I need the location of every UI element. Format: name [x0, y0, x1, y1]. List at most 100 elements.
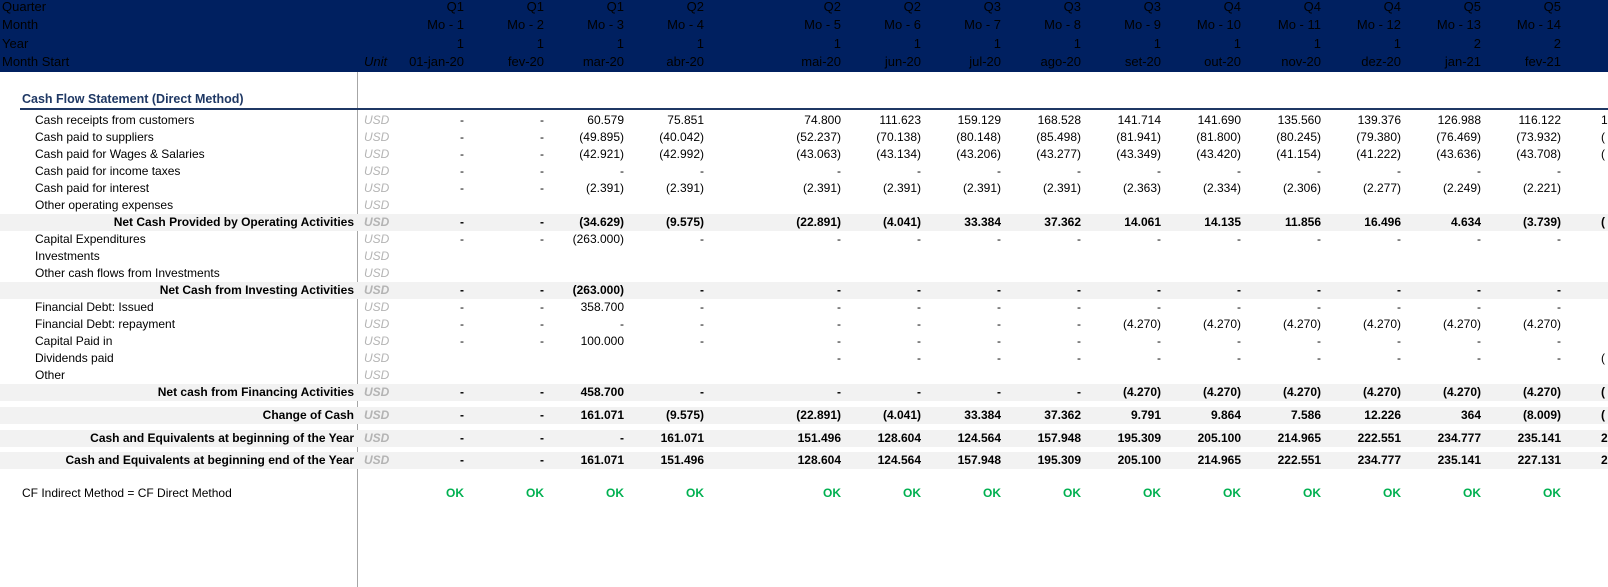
row-edge-cell: 1 — [1601, 113, 1608, 127]
header-edge-cell — [1601, 53, 1608, 71]
table-cell: (3.739) — [1522, 215, 1561, 229]
table-cell: (4.270) — [1362, 317, 1401, 331]
table-cell: 33.384 — [964, 408, 1001, 422]
header-year-cell: 1 — [536, 36, 544, 51]
table-cell: - — [540, 334, 544, 348]
table-cell: 159.129 — [957, 113, 1001, 127]
header-year-cell: 1 — [1393, 36, 1401, 51]
table-cell: - — [620, 164, 624, 178]
table-cell: 214.965 — [1277, 431, 1321, 445]
header-month-cell: Mo - 11 — [1277, 17, 1321, 32]
table-cell: (42.921) — [579, 147, 624, 161]
table-row: Cash receipts from customers USD - - 60.579 7… — [0, 112, 1608, 129]
table-cell: - — [1317, 300, 1321, 314]
table-cell: - — [1157, 164, 1161, 178]
table-cell: (4.270) — [1442, 317, 1481, 331]
table-cell: - — [460, 113, 464, 127]
table-cell: (43.636) — [1436, 147, 1481, 161]
header-month-cell: Mo - 4 — [667, 17, 704, 32]
table-cell: (4.270) — [1522, 385, 1561, 399]
table-cell: - — [1157, 300, 1161, 314]
table-cell: - — [997, 232, 1001, 246]
table-cell: - — [460, 215, 464, 229]
table-row: Capital Paid in USD - - 100.000 - - - - - - - - - - - — [0, 333, 1608, 350]
table-row: Financial Debt: repayment USD - - - - - - - - (4.2… — [0, 316, 1608, 333]
table-cell: (2.391) — [1042, 181, 1081, 195]
table-cell: (43.134) — [876, 147, 921, 161]
table-cell: (22.891) — [796, 215, 841, 229]
row-label: Cash and Equivalents at beginning of the… — [90, 431, 354, 445]
table-cell: - — [917, 317, 921, 331]
table-cell: (41.154) — [1276, 147, 1321, 161]
header-label-month: Month — [2, 17, 39, 32]
header-quarter-cell: Q5 — [1543, 0, 1561, 14]
table-cell: (52.237) — [796, 130, 841, 144]
table-cell: (43.420) — [1196, 147, 1241, 161]
table-cell: - — [917, 351, 921, 365]
check-ok-cell: OK — [1543, 486, 1561, 500]
row-label: Cash paid to suppliers — [35, 130, 154, 144]
table-cell: (22.891) — [796, 408, 841, 422]
table-cell: (4.270) — [1202, 385, 1241, 399]
table-cell: - — [620, 317, 624, 331]
header-quarter-cell: Q2 — [823, 0, 841, 14]
table-cell: - — [997, 283, 1001, 297]
table-cell: - — [460, 232, 464, 246]
table-cell: - — [1237, 334, 1241, 348]
table-cell: - — [1317, 351, 1321, 365]
header-edge-cell — [1601, 0, 1608, 16]
table-cell: - — [1157, 351, 1161, 365]
row-edge-cell: ( — [1601, 351, 1605, 365]
table-cell: (85.498) — [1036, 130, 1081, 144]
check-ok-cell: OK — [446, 486, 464, 500]
table-cell: - — [997, 164, 1001, 178]
row-unit: USD — [364, 334, 390, 348]
table-cell: - — [837, 317, 841, 331]
row-unit: USD — [364, 453, 390, 467]
table-cell: 157.948 — [957, 453, 1001, 467]
table-cell: 37.362 — [1044, 215, 1081, 229]
table-cell: - — [1557, 334, 1561, 348]
table-cell: (80.245) — [1276, 130, 1321, 144]
table-cell: (2.277) — [1362, 181, 1401, 195]
table-row: Other USD — [0, 367, 1608, 384]
table-row: Cash paid for interest USD - - (2.391) (2.391… — [0, 180, 1608, 197]
table-cell: (43.206) — [956, 147, 1001, 161]
header-quarter-cell: Q2 — [686, 0, 704, 14]
table-cell: - — [540, 300, 544, 314]
table-cell: (2.391) — [665, 181, 704, 195]
header-month-cell: Mo - 10 — [1196, 17, 1241, 32]
table-cell: - — [460, 408, 464, 422]
table-cell: - — [1237, 300, 1241, 314]
table-cell: 157.948 — [1037, 431, 1081, 445]
table-cell: - — [700, 300, 704, 314]
table-cell: 14.135 — [1204, 215, 1241, 229]
table-cell: - — [1077, 283, 1081, 297]
check-ok-cell: OK — [1223, 486, 1241, 500]
table-cell: 151.496 — [660, 453, 704, 467]
header-quarter-cell: Q4 — [1303, 0, 1321, 14]
table-cell: - — [917, 232, 921, 246]
row-label: Capital Expenditures — [35, 232, 146, 246]
table-cell: (4.270) — [1282, 317, 1321, 331]
header-quarter-cell: Q5 — [1463, 0, 1481, 14]
table-cell: 9.791 — [1130, 408, 1161, 422]
table-cell: (263.000) — [572, 232, 624, 246]
table-cell: - — [540, 181, 544, 195]
header-year-cell: 2 — [1473, 36, 1481, 51]
row-unit: USD — [364, 431, 390, 445]
header-year-cell: 1 — [1233, 36, 1241, 51]
total-row: Change of Cash USD - - 161.071 (9.575) (22.891… — [0, 407, 1608, 424]
header-row-start: Month Start Unit 01-jan-20 fev-20 mar-20 abr-… — [0, 53, 1608, 71]
table-cell: (4.041) — [882, 215, 921, 229]
table-cell: - — [460, 147, 464, 161]
table-cell: - — [700, 385, 704, 399]
total-row: Cash and Equivalents at beginning end of… — [0, 452, 1608, 469]
row-edge-cell: ( — [1601, 147, 1605, 161]
table-cell: - — [1397, 164, 1401, 178]
table-cell: - — [1237, 283, 1241, 297]
header-start-cell: set-20 — [1124, 54, 1161, 69]
table-cell: - — [1157, 334, 1161, 348]
header-month-cell: Mo - 8 — [1044, 17, 1081, 32]
table-row: Cash paid to suppliers USD - - (49.895) (40.0… — [0, 129, 1608, 146]
